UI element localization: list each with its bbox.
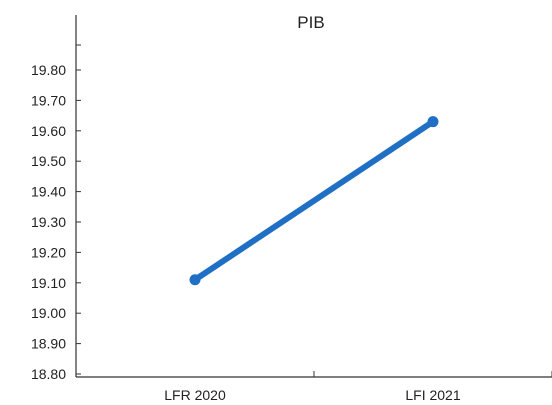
series-layer (189, 116, 439, 286)
y-tick-label: 19.50 (31, 153, 66, 169)
y-tick-label: 19.30 (31, 214, 66, 230)
y-tick-label: 18.80 (31, 366, 66, 382)
x-tick-label: LFI 2021 (405, 387, 460, 403)
series-line (192, 118, 436, 283)
x-axis-ticks: LFR 2020 LFI 2021 (75, 371, 552, 403)
chart-title: PIB (297, 13, 324, 32)
data-point (189, 274, 201, 286)
y-tick-label: 19.10 (31, 275, 66, 291)
x-tick-label: LFR 2020 (164, 387, 226, 403)
y-tick-label: 19.70 (31, 92, 66, 108)
data-point (427, 116, 439, 128)
y-tick-label: 19.80 (31, 62, 66, 78)
y-tick-label: 19.20 (31, 244, 66, 260)
y-tick-label: 19.40 (31, 184, 66, 200)
y-tick-label: 18.90 (31, 336, 66, 352)
y-tick-label: 19.60 (31, 123, 66, 139)
y-axis-ticks: 19.80 19.70 19.60 19.50 19.40 19.30 19.20 19.10… (31, 44, 81, 382)
y-tick-label: 19.00 (31, 305, 66, 321)
